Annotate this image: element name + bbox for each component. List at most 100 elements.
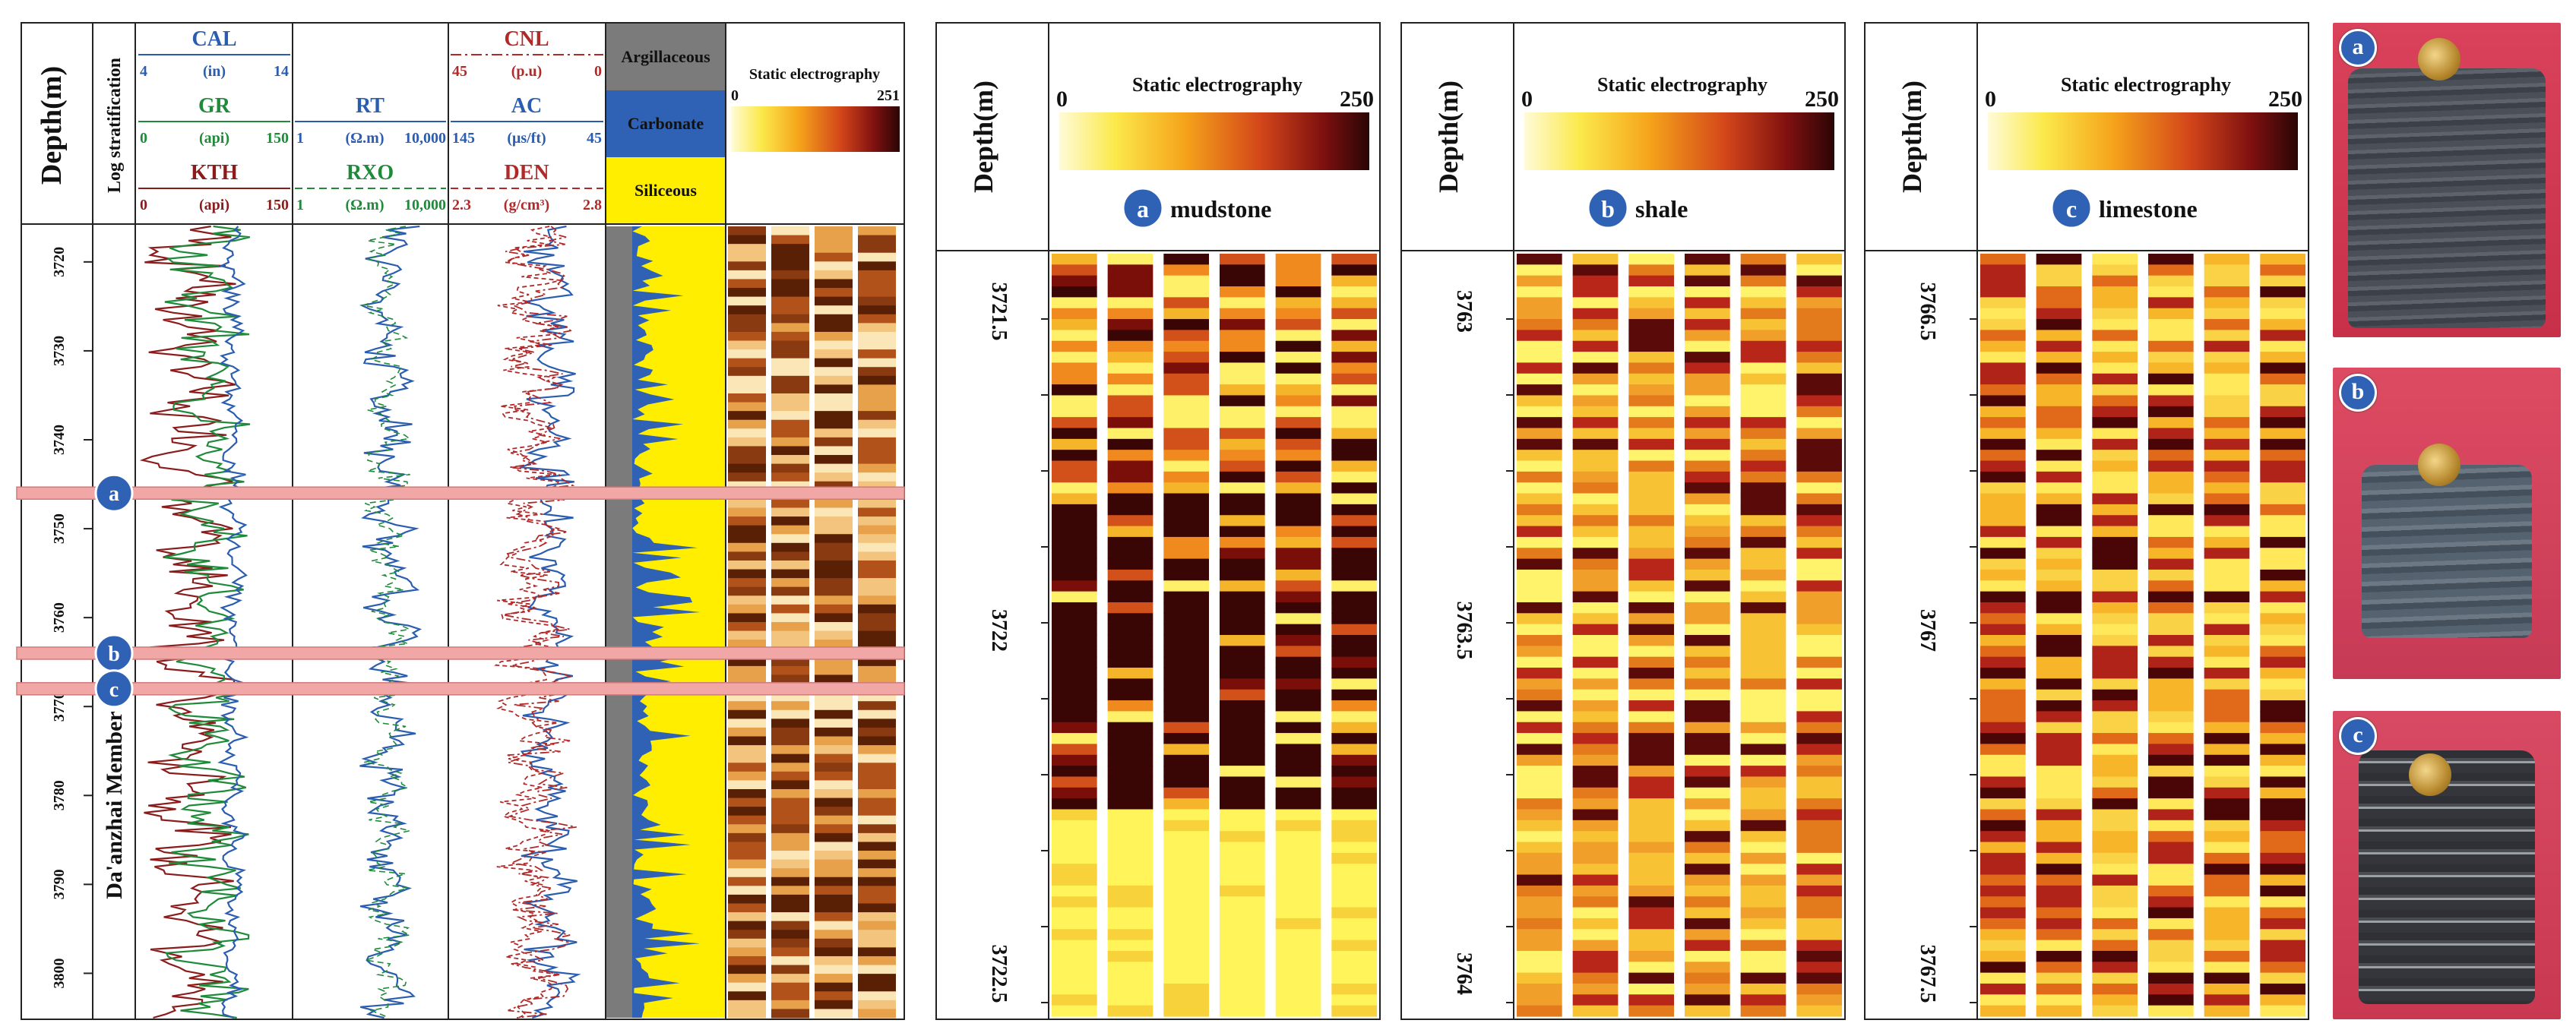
electro-image-cell bbox=[1275, 646, 1321, 658]
electro-image-cell bbox=[2148, 798, 2194, 810]
rt-unit: (Ω.m) bbox=[346, 130, 385, 147]
electro-image-cell bbox=[2092, 526, 2138, 538]
electro-image-cell bbox=[1275, 330, 1321, 342]
electro-image-cell bbox=[1796, 656, 1842, 668]
electro-image-cell bbox=[1517, 526, 1562, 538]
electro-image-cell bbox=[1275, 450, 1321, 462]
image-track-cell bbox=[815, 736, 853, 746]
electro-image-cell bbox=[1163, 929, 1209, 941]
electro-image-cell bbox=[2260, 352, 2305, 364]
image-track-cell bbox=[771, 701, 809, 711]
electro-image-cell bbox=[1517, 580, 1562, 592]
electro-image-cell bbox=[1107, 820, 1154, 832]
electro-image-cell bbox=[1220, 362, 1265, 374]
electro-image-cell bbox=[1980, 536, 2026, 548]
image-track-cell bbox=[728, 868, 766, 878]
electro-image-cell bbox=[1107, 646, 1154, 658]
electro-image-cell bbox=[1275, 493, 1321, 505]
electro-image-cell bbox=[2148, 820, 2194, 832]
electro-image-cell bbox=[1517, 994, 1562, 1006]
electro-image-cell bbox=[2204, 254, 2250, 265]
electro-image-cell bbox=[1685, 308, 1730, 320]
electro-image-cell bbox=[2260, 646, 2305, 658]
coin-b bbox=[2418, 444, 2460, 486]
electro-image-cell bbox=[2260, 450, 2305, 462]
electro-image-cell bbox=[1628, 929, 1674, 941]
image-track-cell bbox=[728, 604, 766, 614]
electro-image-cell bbox=[2092, 776, 2138, 788]
image-track-cell bbox=[728, 472, 766, 482]
electro-image-cell bbox=[2092, 624, 2138, 636]
marker-band-a bbox=[16, 486, 905, 500]
electro-image-cell bbox=[1517, 319, 1562, 330]
electro-image-cell bbox=[1796, 515, 1842, 527]
electro-image-cell bbox=[1572, 885, 1619, 897]
electro-image-cell bbox=[1163, 580, 1209, 592]
ac-unit: (μs/ft) bbox=[507, 130, 546, 147]
image-track-cell bbox=[858, 551, 896, 561]
electro-image-cell bbox=[1107, 558, 1154, 570]
electro-image-cell bbox=[1163, 831, 1209, 843]
image-track-cell bbox=[815, 868, 853, 878]
electro-image-cell bbox=[2148, 766, 2194, 778]
electro-image-cell bbox=[1685, 286, 1730, 298]
electro-image-cell bbox=[1740, 950, 1786, 962]
image-track-cell bbox=[728, 288, 766, 298]
electro-image-cell bbox=[1572, 918, 1619, 930]
electro-image-cell bbox=[1740, 983, 1786, 995]
image-track-cell bbox=[858, 991, 896, 1001]
ac-min: 145 bbox=[452, 130, 475, 147]
marker-band-b bbox=[16, 646, 905, 660]
electro-image-cell bbox=[1740, 787, 1786, 799]
electro-image-cell bbox=[1107, 352, 1154, 364]
electro-image-cell bbox=[1685, 428, 1730, 440]
electro-image-cell bbox=[1980, 580, 2026, 592]
image-track-cell bbox=[771, 358, 809, 368]
electro-image-cell bbox=[1796, 907, 1842, 919]
image-track-cell bbox=[771, 534, 809, 544]
electro-image-cell bbox=[1685, 330, 1730, 342]
image-track-cell bbox=[771, 402, 809, 412]
electro-image-cell bbox=[2260, 536, 2305, 548]
electro-image-cell bbox=[2204, 646, 2250, 658]
electro-image-cell bbox=[1107, 929, 1154, 941]
panel-badge bbox=[1587, 187, 1629, 229]
electro-image-cell bbox=[1572, 874, 1619, 886]
electro-image-cell bbox=[1517, 515, 1562, 527]
electro-image-cell bbox=[1980, 558, 2026, 570]
electro-image-cell bbox=[1740, 831, 1786, 843]
image-track-cell bbox=[815, 842, 853, 851]
electro-image-cell bbox=[1796, 940, 1842, 952]
electro-image-cell bbox=[2148, 286, 2194, 298]
electro-image-cell bbox=[1275, 558, 1321, 570]
image-track-cell bbox=[815, 472, 853, 482]
image-track-cell bbox=[728, 1009, 766, 1019]
electro-image-cell bbox=[1980, 918, 2026, 930]
electro-image-cell bbox=[2148, 787, 2194, 799]
electro-image-cell bbox=[1517, 766, 1562, 778]
electro-image-cell bbox=[1980, 373, 2026, 385]
electro-image-cell bbox=[1107, 635, 1154, 646]
image-track-cell bbox=[858, 842, 896, 851]
electro-image-cell bbox=[1107, 907, 1154, 919]
electro-image-cell bbox=[1796, 776, 1842, 788]
image-track-cell bbox=[771, 807, 809, 816]
image-track-cell bbox=[771, 921, 809, 930]
electro-image-cell bbox=[1107, 493, 1154, 505]
electro-image-cell bbox=[1275, 962, 1321, 974]
electro-image-cell bbox=[1628, 362, 1674, 374]
electro-image-cell bbox=[1275, 678, 1321, 690]
electro-image-cell bbox=[1796, 689, 1842, 701]
electro-image-cell bbox=[1628, 874, 1674, 886]
electro-image-cell bbox=[2260, 700, 2305, 712]
electro-image-cell bbox=[1052, 264, 1097, 276]
electro-image-cell bbox=[1331, 395, 1377, 407]
image-track-cell bbox=[771, 244, 809, 254]
image-track-cell bbox=[815, 640, 853, 649]
electro-image-cell bbox=[2148, 417, 2194, 429]
image-track-cell bbox=[771, 965, 809, 974]
electro-image-cell bbox=[1572, 744, 1619, 756]
electro-image-cell bbox=[2092, 264, 2138, 276]
electro-image-cell bbox=[1107, 275, 1154, 287]
electro-image-cell bbox=[2260, 515, 2305, 527]
